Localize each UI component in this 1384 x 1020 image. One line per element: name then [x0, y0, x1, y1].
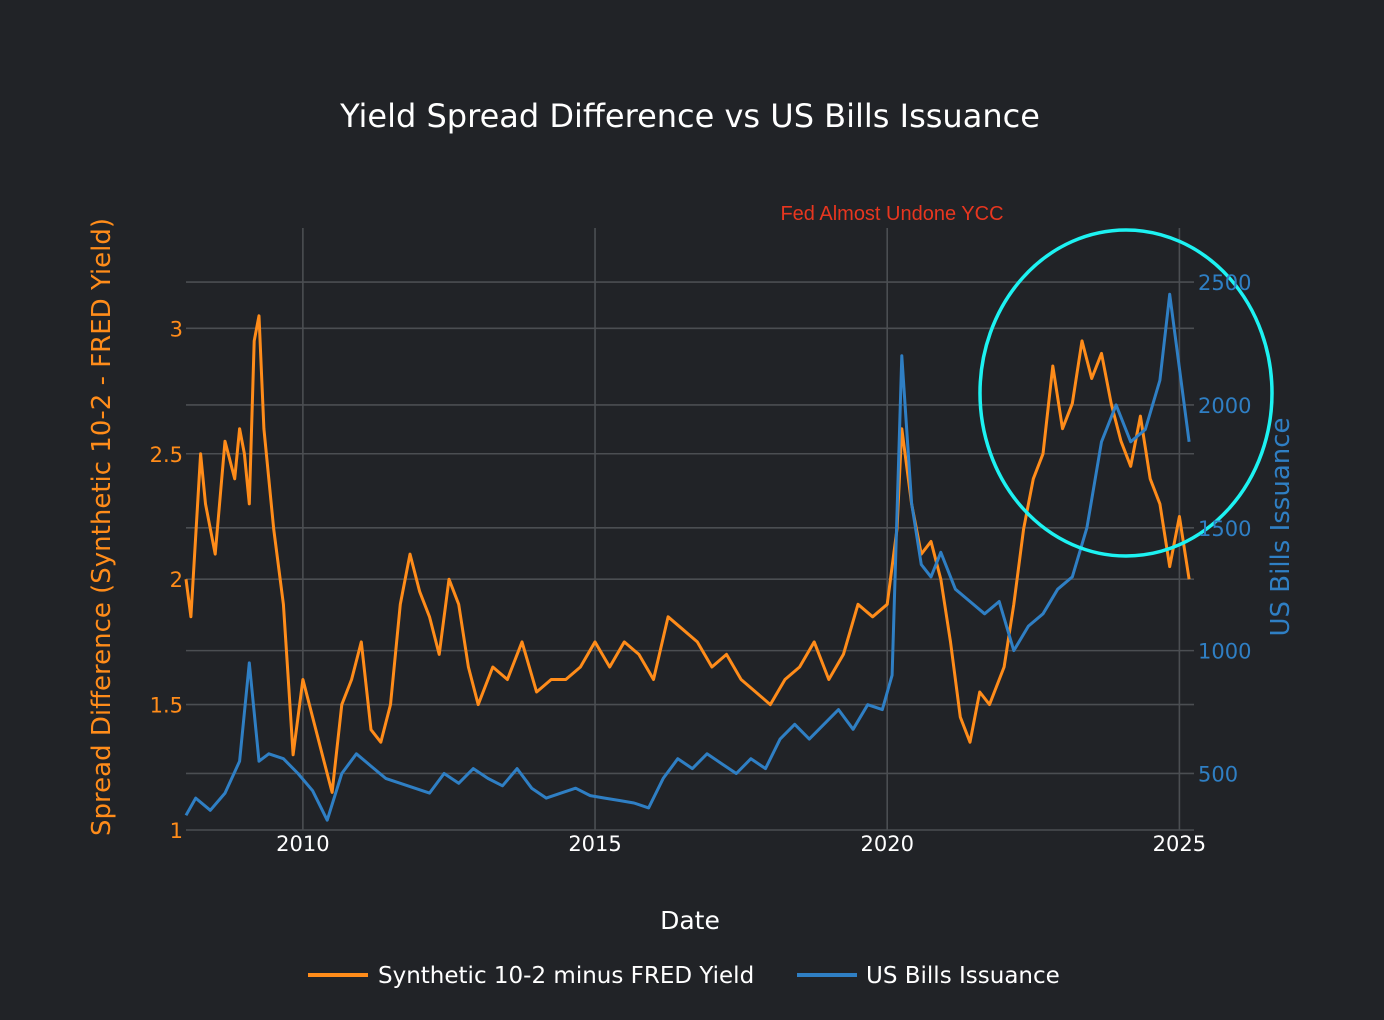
y-left-axis-ticks: 1 1.5 2 2.5 3 — [150, 317, 183, 843]
y-left-tick-label: 3 — [170, 317, 183, 341]
y-left-tick-label: 2 — [170, 568, 183, 592]
y-right-axis-ticks: 500 1000 1500 2000 2500 — [1198, 271, 1251, 786]
y-right-tick-label: 1000 — [1198, 640, 1251, 664]
y-left-tick-label: 1.5 — [150, 694, 183, 718]
y-left-tick-label: 2.5 — [150, 443, 183, 467]
highlight-circle — [978, 228, 1274, 558]
y-right-tick-label: 1500 — [1198, 517, 1251, 541]
legend-label-bills[interactable]: US Bills Issuance — [866, 963, 1060, 989]
x-tick-label: 2025 — [1153, 832, 1206, 856]
x-tick-label: 2015 — [568, 832, 621, 856]
y-left-tick-label: 1 — [170, 819, 183, 843]
x-tick-label: 2020 — [860, 832, 913, 856]
spread-difference-line — [184, 314, 1191, 794]
legend[interactable]: Synthetic 10-2 minus FRED Yield US Bills… — [308, 963, 1060, 989]
x-tick-label: 2010 — [276, 832, 329, 856]
y-left-axis-title: Spread Difference (Synthetic 10-2 - FRED… — [87, 218, 117, 836]
legend-label-spread[interactable]: Synthetic 10-2 minus FRED Yield — [378, 963, 754, 989]
gridlines — [186, 228, 1194, 831]
y-right-tick-label: 500 — [1198, 762, 1238, 786]
series-lines — [184, 292, 1191, 822]
x-axis-ticks: 2010 2015 2020 2025 — [276, 832, 1206, 856]
y-right-tick-label: 2500 — [1198, 271, 1251, 295]
chart-title: Yield Spread Difference vs US Bills Issu… — [339, 97, 1040, 135]
y-right-axis-title: US Bills Issuance — [1266, 417, 1296, 636]
x-axis-title: Date — [660, 906, 720, 935]
us-bills-issuance-line — [184, 292, 1191, 822]
chart-annotation: Fed Almost Undone YCC — [780, 203, 1003, 225]
y-right-tick-label: 2000 — [1198, 394, 1251, 418]
